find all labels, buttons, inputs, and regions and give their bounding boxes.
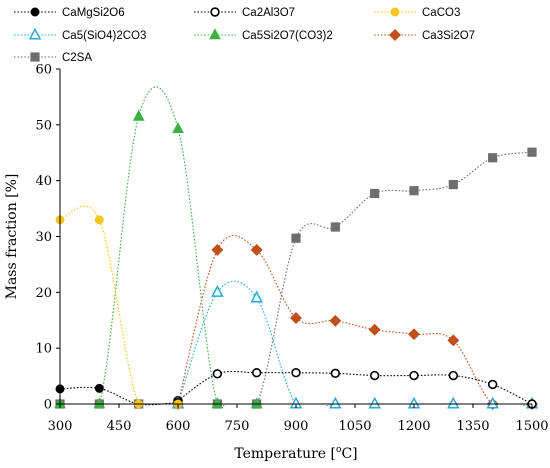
data-point	[212, 369, 223, 379]
data-point	[291, 368, 301, 378]
y-tick-label: 40	[35, 174, 52, 189]
y-axis-label: Mass fraction [%]	[4, 174, 20, 300]
legend-marker	[209, 28, 221, 40]
data-point	[94, 383, 104, 393]
axes: 300 450 600 750 900 1050 1200 1350 1500 0 10 20 30 4…	[4, 63, 549, 463]
legend-label: C2SA	[62, 52, 92, 64]
data-point	[94, 215, 104, 225]
data-point	[486, 396, 499, 409]
series-line	[60, 151, 533, 406]
series-line	[177, 370, 533, 405]
series-Ca2Al3O7	[173, 368, 537, 409]
x-tick-labels: 300 450 600 750 900 1050 1200 1350 1500	[48, 404, 549, 434]
series-Ca5(SiO4)2CO3	[171, 280, 539, 409]
series-line	[60, 386, 179, 406]
data-point	[132, 109, 145, 121]
data-point	[488, 153, 498, 163]
legend-label: CaCO3	[422, 7, 460, 19]
data-point	[329, 314, 342, 327]
data-point	[329, 396, 342, 409]
data-point	[447, 334, 460, 347]
data-point	[487, 379, 498, 390]
data-point	[527, 147, 537, 157]
data-point	[211, 243, 224, 256]
x-tick-label: 1350	[456, 419, 489, 434]
series-line	[60, 205, 179, 406]
legend-marker	[390, 7, 400, 17]
data-point	[368, 323, 381, 336]
y-tick-label: 0	[44, 398, 52, 413]
legend-item: C2SA	[14, 52, 92, 64]
data-point	[330, 368, 341, 378]
x-tick-label: 600	[166, 419, 191, 434]
data-point	[370, 188, 380, 199]
legend-item: Ca2Al3O7	[194, 7, 295, 19]
legend-label: Ca3Si2O7	[422, 30, 475, 42]
data-point	[250, 243, 263, 256]
data-point	[290, 312, 302, 324]
series-line	[177, 280, 532, 406]
y-tick-label: 60	[35, 63, 52, 78]
y-tick-label: 10	[35, 342, 52, 357]
data-point	[211, 285, 224, 297]
data-point	[291, 233, 301, 243]
legend-item: CaMgSi2O6	[14, 7, 125, 19]
data-point	[409, 370, 419, 381]
legend-label: Ca2Al3O7	[242, 7, 295, 19]
data-point	[172, 121, 184, 134]
legend-marker	[30, 52, 40, 62]
data-point	[447, 396, 460, 409]
data-point	[408, 328, 420, 341]
legend-label: Ca5(SiO4)2CO3	[62, 30, 146, 42]
legend-label: CaMgSi2O6	[62, 7, 125, 19]
y-tick-label: 50	[35, 118, 52, 133]
legend-marker	[28, 27, 42, 40]
data-point	[409, 186, 419, 196]
x-tick-label: 300	[48, 419, 73, 434]
series-line	[177, 235, 533, 406]
series-Ca3Si2O7	[172, 235, 538, 410]
legend-item: Ca5(SiO4)2CO3	[14, 27, 146, 42]
legend-item: Ca5Si2O7(CO3)2	[194, 28, 333, 42]
data-point	[369, 370, 380, 381]
data-point	[368, 396, 381, 409]
y-tick-label: 20	[35, 286, 52, 301]
data-point	[93, 397, 106, 409]
legend-label: Ca5Si2O7(CO3)2	[242, 30, 333, 42]
series-CaCO3	[55, 205, 183, 409]
data-point	[250, 397, 263, 409]
x-tick-label: 750	[225, 419, 250, 434]
x-tick-label: 1200	[397, 419, 430, 434]
x-tick-label: 900	[284, 419, 309, 434]
data-point	[448, 370, 459, 381]
data-point	[251, 368, 262, 378]
legend-item: CaCO3	[374, 7, 460, 19]
x-axis-label: Temperature [oC]	[234, 445, 357, 462]
data-point	[330, 222, 340, 232]
data-point	[211, 397, 224, 409]
legend-marker	[30, 7, 40, 17]
x-axis-label-superscript: o	[336, 445, 341, 455]
y-tick-label: 30	[35, 230, 52, 245]
y-tick-labels: 0 10 20 30 40 50 60	[35, 63, 60, 413]
x-axis-label-unit: C]	[341, 446, 357, 462]
legend-marker	[210, 7, 220, 17]
legend-item: Ca3Si2O7	[374, 29, 475, 42]
legend-marker	[389, 29, 401, 41]
legend: CaMgSi2O6 Ca2Al3O7 CaCO3 Ca5(SiO4)2CO3 Ca5Si…	[14, 7, 475, 64]
x-axis-label-text: Temperature [	[234, 446, 336, 462]
x-tick-label: 1500	[515, 419, 548, 434]
x-tick-label: 1050	[338, 419, 371, 434]
data-point	[250, 290, 263, 303]
x-tick-label: 450	[107, 419, 132, 434]
data-point	[448, 179, 458, 190]
series-layer	[54, 86, 539, 410]
